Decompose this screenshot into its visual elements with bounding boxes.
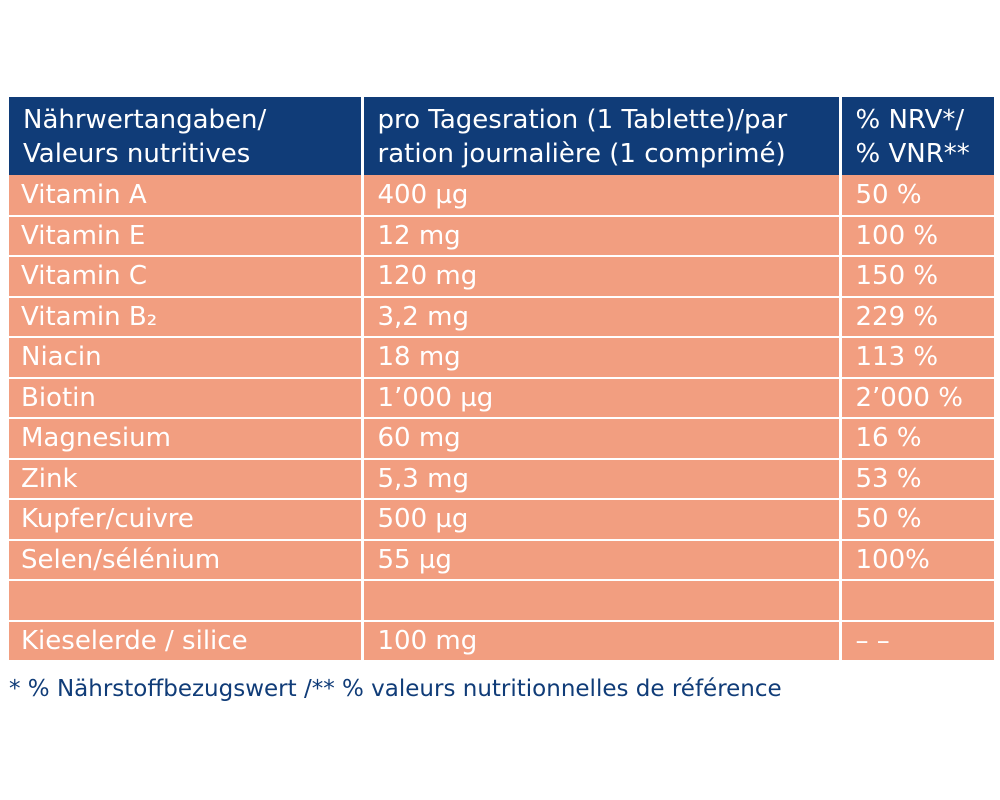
footnote: * % Nährstoffbezugswert /** % valeurs nu… xyxy=(9,676,782,702)
amount-cell: 3,2 mg xyxy=(362,296,842,338)
table-header-row: Nährwertangaben/ Valeurs nutritives pro … xyxy=(9,97,994,175)
nrv-cell: 2’000 % xyxy=(840,377,994,419)
header-nrv: % NRV*/ % VNR** xyxy=(840,97,994,175)
table-row: Zink 5,3 mg 53 % xyxy=(9,458,994,500)
header-nutrient: Nährwertangaben/ Valeurs nutritives xyxy=(9,97,364,175)
amount-cell: 5,3 mg xyxy=(362,458,842,500)
table-row: Selen/sélénium 55 µg 100% xyxy=(9,539,994,581)
table-row: Vitamin E 12 mg 100 % xyxy=(9,215,994,257)
nrv-cell: 113 % xyxy=(840,337,994,379)
amount-cell xyxy=(362,580,842,622)
nutrient-cell: Vitamin C xyxy=(9,256,364,298)
nutrient-cell: Vitamin E xyxy=(9,215,364,257)
header-amount-line-1: pro Tagesration (1 Tablette)/par xyxy=(377,105,788,135)
header-amount-line-2: ration journalière (1 comprimé) xyxy=(377,139,786,169)
amount-cell: 18 mg xyxy=(362,337,842,379)
amount-cell: 400 µg xyxy=(362,175,842,217)
table-row: Vitamin B₂ 3,2 mg 229 % xyxy=(9,296,994,338)
nutrient-cell: Magnesium xyxy=(9,418,364,460)
table-row: Vitamin C 120 mg 150 % xyxy=(9,256,994,298)
amount-cell: 55 µg xyxy=(362,539,842,581)
nrv-cell: 100% xyxy=(840,539,994,581)
amount-cell: 60 mg xyxy=(362,418,842,460)
nutrient-cell: Biotin xyxy=(9,377,364,419)
nrv-cell: 100 % xyxy=(840,215,994,257)
table-row: Magnesium 60 mg 16 % xyxy=(9,418,994,460)
table-row: Biotin 1’000 µg 2’000 % xyxy=(9,377,994,419)
nutrition-table: Nährwertangaben/ Valeurs nutritives pro … xyxy=(9,97,994,662)
table-row: Niacin 18 mg 113 % xyxy=(9,337,994,379)
nutrient-cell: Kieselerde / silice xyxy=(9,620,364,662)
header-nutrient-line-2: Valeurs nutritives xyxy=(23,139,251,169)
header-amount: pro Tagesration (1 Tablette)/par ration … xyxy=(362,97,842,175)
amount-cell: 100 mg xyxy=(362,620,842,662)
header-nrv-line-2: % VNR** xyxy=(855,139,970,169)
nrv-cell: 50 % xyxy=(840,175,994,217)
nutrient-cell: Zink xyxy=(9,458,364,500)
header-nutrient-line-1: Nährwertangaben/ xyxy=(23,105,267,135)
nrv-cell xyxy=(840,580,994,622)
nutrient-cell: Vitamin B₂ xyxy=(9,296,364,338)
nrv-cell: – – xyxy=(840,620,994,662)
nrv-cell: 50 % xyxy=(840,499,994,541)
table-row: Kieselerde / silice 100 mg – – xyxy=(9,620,994,662)
nrv-cell: 16 % xyxy=(840,418,994,460)
nrv-cell: 229 % xyxy=(840,296,994,338)
table-row-empty xyxy=(9,580,994,622)
table-row: Vitamin A 400 µg 50 % xyxy=(9,175,994,217)
nrv-cell: 53 % xyxy=(840,458,994,500)
nutrient-cell: Niacin xyxy=(9,337,364,379)
amount-cell: 12 mg xyxy=(362,215,842,257)
nutrient-cell: Selen/sélénium xyxy=(9,539,364,581)
nutrient-cell: Kupfer/cuivre xyxy=(9,499,364,541)
nutrient-cell xyxy=(9,580,364,622)
table-row: Kupfer/cuivre 500 µg 50 % xyxy=(9,499,994,541)
amount-cell: 120 mg xyxy=(362,256,842,298)
amount-cell: 1’000 µg xyxy=(362,377,842,419)
amount-cell: 500 µg xyxy=(362,499,842,541)
nrv-cell: 150 % xyxy=(840,256,994,298)
header-nrv-line-1: % NRV*/ xyxy=(855,105,965,135)
nutrient-cell: Vitamin A xyxy=(9,175,364,217)
